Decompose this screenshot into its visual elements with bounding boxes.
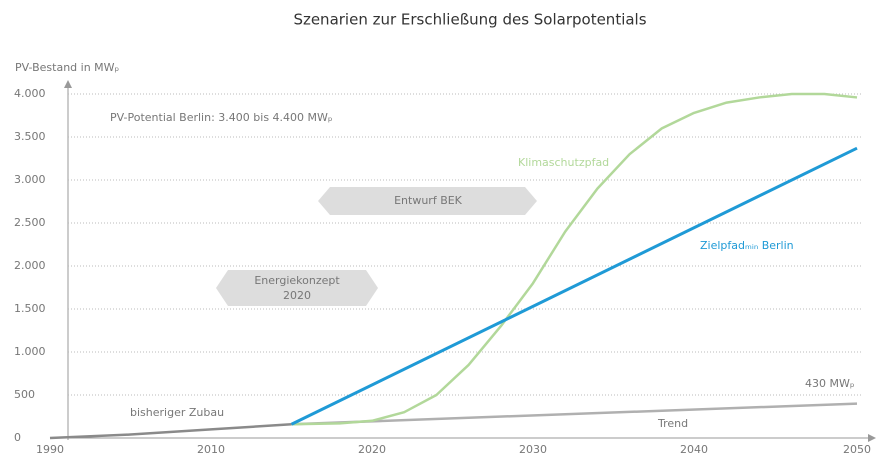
- y-tick-label: 0: [14, 431, 21, 444]
- y-tick-label: 1.500: [14, 302, 46, 315]
- line: [291, 402, 858, 426]
- series-label: Klimaschutzpfad: [518, 156, 609, 169]
- arrow-box: [318, 187, 537, 215]
- y-tick-label: 3.500: [14, 130, 46, 143]
- annotation: Energiekonzept: [254, 274, 340, 287]
- series-label: Trend: [657, 417, 688, 430]
- annotation: 2020: [283, 289, 311, 302]
- x-tick-label: 2020: [358, 443, 386, 456]
- arrow-box: [216, 270, 378, 306]
- y-tick-label: 2.000: [14, 259, 46, 272]
- annotation: Entwurf BEK: [394, 194, 463, 207]
- annotation: PV-Potential Berlin: 3.400 bis 4.400 MWₚ: [110, 111, 333, 124]
- x-tick-label: 2030: [519, 443, 547, 456]
- line: [291, 92, 858, 426]
- x-tick-label: 1990: [36, 443, 64, 456]
- y-tick-label: 3.000: [14, 173, 46, 186]
- x-tick-label: 2010: [197, 443, 225, 456]
- y-axis-label: PV-Bestand in MWₚ: [15, 61, 120, 74]
- y-axis-arrow: [64, 80, 72, 88]
- x-tick-label: 2040: [680, 443, 708, 456]
- y-tick-label: 1.000: [14, 345, 46, 358]
- series-label: bisheriger Zubau: [130, 406, 224, 419]
- series-label: Zielpfadₘᵢₙ Berlin: [700, 239, 794, 252]
- x-axis-arrow: [868, 434, 876, 442]
- y-tick-label: 500: [14, 388, 35, 401]
- y-tick-label: 2.500: [14, 216, 46, 229]
- chart-title: Szenarien zur Erschließung des Solarpote…: [293, 11, 646, 29]
- y-tick-label: 4.000: [14, 87, 46, 100]
- line: [49, 422, 292, 440]
- annotation: 430 MWₚ: [805, 377, 855, 390]
- x-tick-label: 2050: [843, 443, 871, 456]
- line: [290, 146, 858, 426]
